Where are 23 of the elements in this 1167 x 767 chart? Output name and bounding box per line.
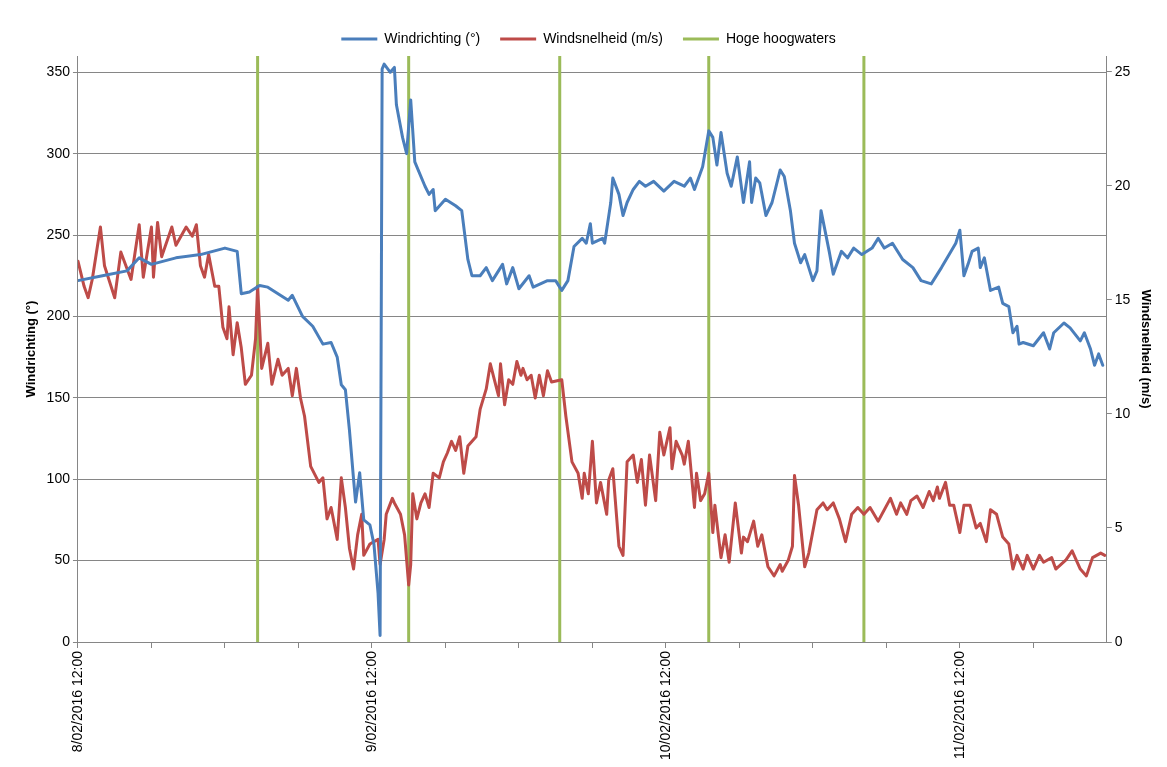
y-tick-label: 0 [62, 632, 71, 649]
y-tick-label: 50 [54, 551, 71, 568]
x-tick-label: 8/02/2016 12:00 [68, 650, 85, 753]
y-tick-label: 300 [46, 144, 71, 161]
y2-tick-label: 20 [1114, 176, 1131, 193]
y2-tick-label: 15 [1114, 290, 1131, 307]
y-tick-label: 200 [46, 307, 71, 324]
y2-tick-label: 25 [1114, 62, 1131, 79]
y-tick-label: 150 [46, 388, 71, 405]
y2-axis-title: Windsnelheid (m/s) [1138, 289, 1154, 409]
y-tick-label: 250 [46, 225, 71, 242]
y2-tick-label: 0 [1114, 632, 1123, 649]
x-tick-label: 9/02/2016 12:00 [362, 650, 379, 753]
y2-tick-label: 10 [1114, 404, 1131, 421]
x-tick-label: 11/02/2016 12:00 [950, 650, 967, 759]
legend-label: Hoge hoogwaters [725, 29, 836, 46]
y-tick-label: 350 [46, 63, 71, 80]
y-axis-title: Windrichting (°) [23, 300, 39, 398]
y2-tick-label: 5 [1114, 518, 1123, 535]
legend-label: Windrichting (°) [384, 29, 481, 46]
y-tick-label: 100 [46, 470, 71, 487]
x-tick-label: 10/02/2016 12:00 [656, 650, 673, 761]
legend-label: Windsnelheid (m/s) [543, 29, 663, 46]
